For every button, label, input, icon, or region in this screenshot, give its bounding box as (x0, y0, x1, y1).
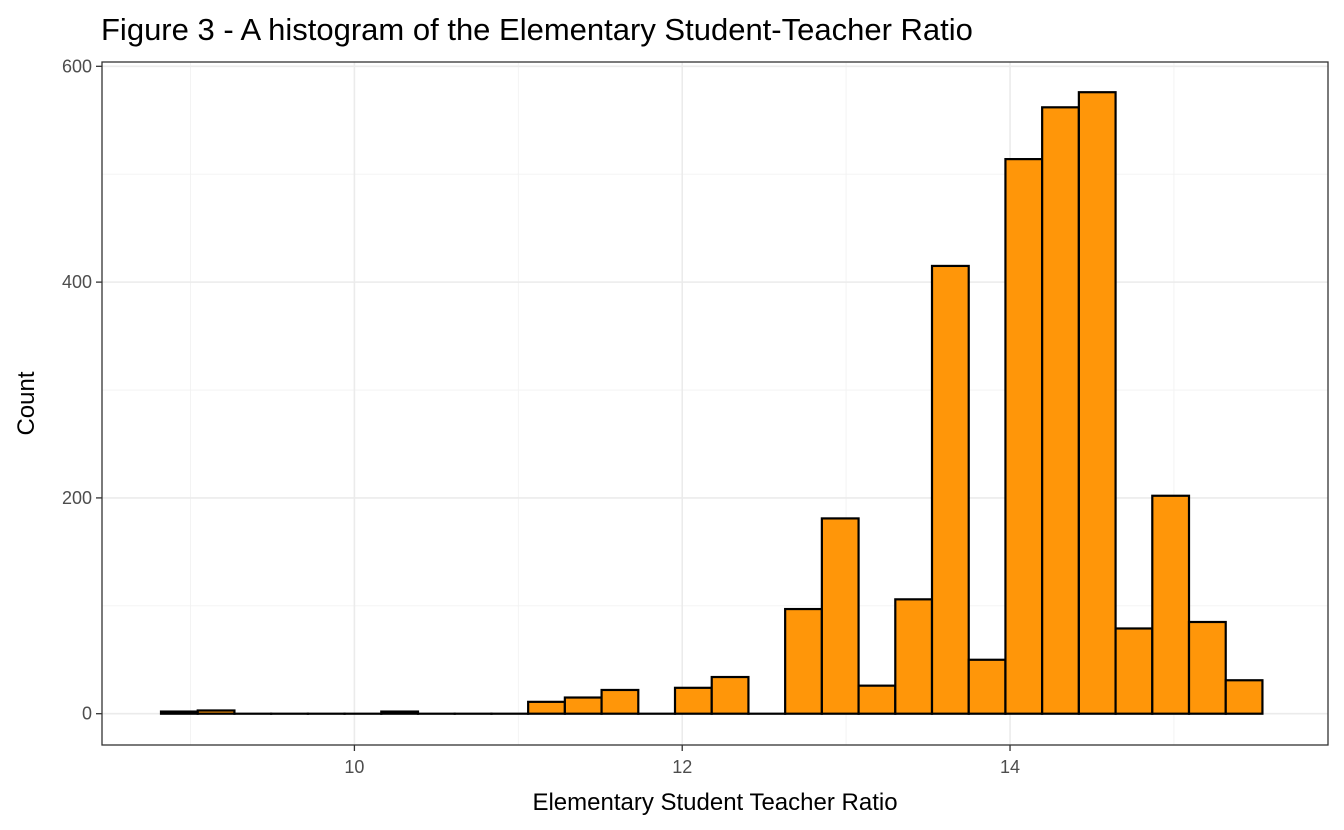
histogram-bar (894, 598, 934, 715)
plot-panel-border (101, 61, 1329, 746)
y-tick-label: 600 (62, 56, 92, 76)
histogram-bars (159, 91, 1264, 715)
histogram-bar (563, 696, 603, 715)
y-axis-title: Count (13, 371, 40, 435)
chart-title: Figure 3 - A histogram of the Elementary… (101, 12, 973, 47)
y-tick-label: 200 (62, 488, 92, 508)
histogram-bar (710, 675, 750, 715)
histogram-bar (1114, 627, 1154, 715)
y-tick-label: 400 (62, 272, 92, 292)
histogram-bar (673, 686, 713, 715)
histogram-bar (1004, 158, 1044, 715)
x-tick-label: 12 (672, 757, 692, 777)
histogram-bar (600, 688, 640, 715)
histogram-bar (1041, 106, 1080, 715)
x-tick-label: 10 (344, 757, 364, 777)
histogram-bar (1077, 91, 1117, 715)
x-tick-label: 14 (1000, 757, 1020, 777)
histogram-bar (1224, 679, 1264, 715)
histogram-bar (380, 710, 420, 715)
histogram-bar (1151, 494, 1191, 715)
histogram-bar (527, 700, 566, 715)
histogram-bar (857, 684, 897, 715)
histogram-bar (967, 658, 1007, 715)
histogram-bar (159, 710, 199, 715)
histogram-bar (1187, 620, 1227, 715)
histogram-bar (784, 607, 823, 715)
histogram-bar (196, 709, 236, 715)
histogram-bar (930, 264, 970, 715)
x-axis: 10 12 14 (344, 745, 1020, 777)
y-tick-label: 0 (82, 704, 92, 724)
x-axis-title: Elementary Student Teacher Ratio (532, 789, 897, 816)
y-axis: 0 200 400 600 (62, 56, 102, 724)
histogram-bar (820, 517, 860, 715)
